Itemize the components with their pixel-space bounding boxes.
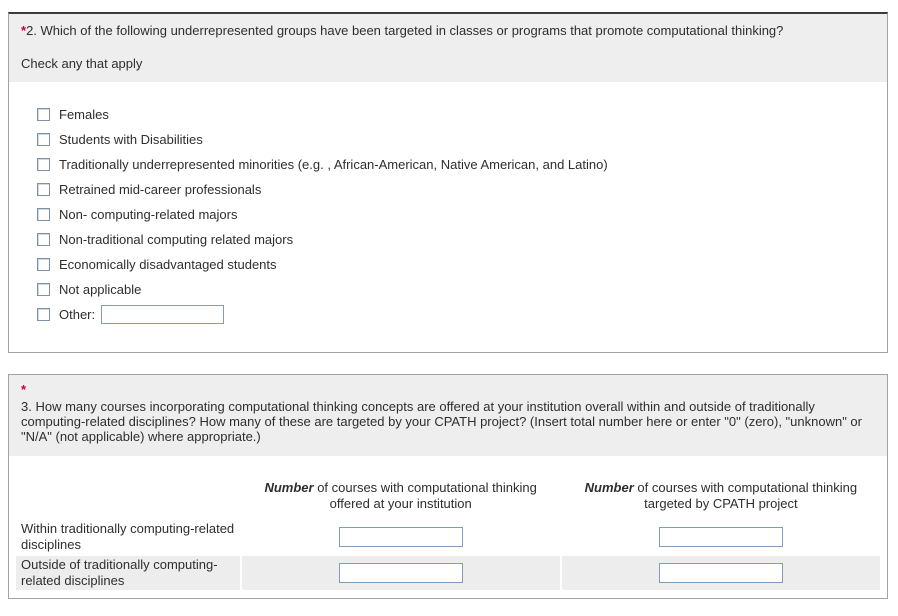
checkbox-retrained-professionals[interactable]	[37, 183, 50, 196]
required-marker: *	[21, 382, 27, 397]
option-non-traditional-majors: Non-traditional computing related majors	[37, 231, 887, 248]
input-within-cpath[interactable]	[658, 527, 783, 547]
row-label-within: Within traditionally computing-related d…	[21, 521, 235, 552]
option-females: Females	[37, 106, 887, 123]
checkbox-economically-disadvantaged[interactable]	[37, 258, 50, 271]
checkbox-other[interactable]	[37, 308, 50, 321]
option-label: Not applicable	[59, 282, 142, 297]
question-2-header: *2. Which of the following underrepresen…	[9, 14, 887, 82]
option-economically-disadvantaged: Economically disadvantaged students	[37, 256, 887, 273]
option-retrained-professionals: Retrained mid-career professionals	[37, 181, 887, 198]
input-outside-institution[interactable]	[338, 563, 463, 583]
option-students-with-disabilities: Students with Disabilities	[37, 131, 887, 148]
option-underrepresented-minorities: Traditionally underrepresented minoritie…	[37, 156, 887, 173]
other-text-input[interactable]	[101, 305, 225, 324]
option-label: Non- computing-related majors	[59, 207, 238, 222]
question-2-title-line: *2. Which of the following underrepresen…	[21, 23, 875, 38]
required-marker: *	[21, 23, 27, 38]
column-header-institution: Number of courses with computational thi…	[242, 468, 560, 518]
question-3-table-area: Number of courses with computational thi…	[9, 456, 887, 592]
question-2-title: 2. Which of the following underrepresent…	[26, 23, 784, 38]
question-3-panel: * 3. How many courses incorporating comp…	[8, 374, 888, 599]
question-3-title: 3. How many courses incorporating comput…	[21, 399, 862, 444]
option-not-applicable: Not applicable	[37, 281, 887, 298]
question-2-options: Females Students with Disabilities Tradi…	[9, 82, 887, 324]
column-header-emphasis: Number	[584, 480, 634, 495]
column-header-emphasis: Number	[264, 480, 314, 495]
column-header-cpath: Number of courses with computational thi…	[562, 468, 880, 518]
column-header-rest: of courses with computational thinking t…	[633, 480, 858, 511]
option-label: Females	[59, 107, 109, 122]
question-2-instruction: Check any that apply	[21, 56, 143, 71]
option-label: Retrained mid-career professionals	[59, 182, 262, 197]
checkbox-females[interactable]	[37, 108, 50, 121]
cell-within-cpath	[562, 520, 880, 554]
option-label: Non-traditional computing related majors	[59, 232, 294, 247]
option-label: Traditionally underrepresented minoritie…	[59, 157, 608, 172]
option-label: Other:	[59, 307, 96, 322]
option-label: Economically disadvantaged students	[59, 257, 277, 272]
checkbox-not-applicable[interactable]	[37, 283, 50, 296]
option-non-computing-majors: Non- computing-related majors	[37, 206, 887, 223]
input-within-institution[interactable]	[338, 527, 463, 547]
question-2-panel: *2. Which of the following underrepresen…	[8, 12, 888, 353]
option-other: Other:	[37, 305, 887, 324]
cell-outside-institution	[241, 556, 560, 590]
cell-within-institution	[242, 520, 560, 554]
option-label: Students with Disabilities	[59, 132, 203, 147]
table-row-within: Within traditionally computing-related d…	[16, 520, 880, 554]
table-row-outside: Outside of traditionally computing-relat…	[16, 556, 880, 590]
column-header-rest: of courses with computational thinking o…	[313, 480, 537, 511]
checkbox-non-computing-majors[interactable]	[37, 208, 50, 221]
input-outside-cpath[interactable]	[658, 563, 783, 583]
empty-corner-cell	[16, 468, 240, 518]
question-3-header: * 3. How many courses incorporating comp…	[9, 375, 887, 456]
cell-outside-cpath	[561, 556, 880, 590]
checkbox-underrepresented-minorities[interactable]	[37, 158, 50, 171]
row-label-outside: Outside of traditionally computing-relat…	[16, 556, 240, 590]
courses-table: Number of courses with computational thi…	[14, 466, 882, 592]
checkbox-students-with-disabilities[interactable]	[37, 133, 50, 146]
checkbox-non-traditional-majors[interactable]	[37, 233, 50, 246]
